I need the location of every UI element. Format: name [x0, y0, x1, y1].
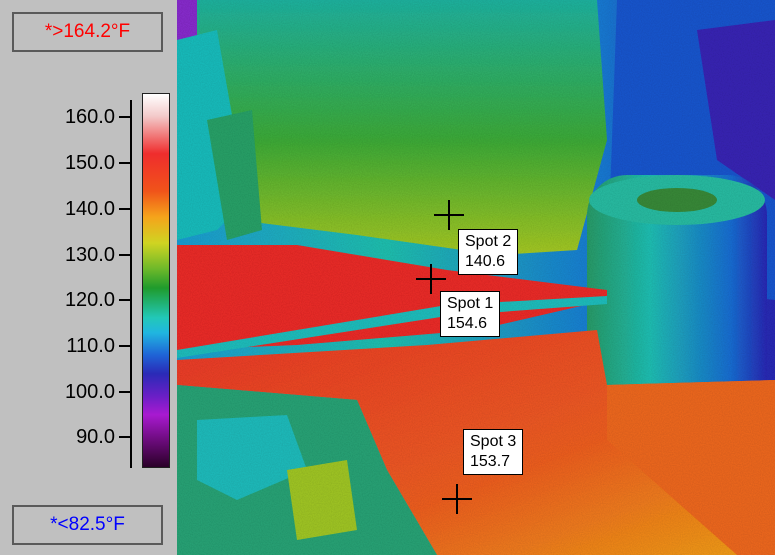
scale-tick-mark: [119, 345, 130, 347]
scale-tick-mark: [119, 116, 130, 118]
temperature-colorbar: [142, 93, 170, 468]
scale-tick-140: 140.0: [20, 197, 130, 220]
scale-tick-mark: [119, 162, 130, 164]
scale-panel: *>164.2°F 160.0 150.0 140.0 130.0 120.0 …: [0, 0, 177, 555]
scale-tick-mark: [119, 391, 130, 393]
scale-tick-label: 120.0: [64, 288, 115, 311]
scale-tick-label: 150.0: [64, 151, 115, 174]
scale-tick-100: 100.0: [20, 380, 130, 403]
spot-3-label: Spot 3 153.7: [463, 429, 524, 475]
scale-tick-mark: [119, 436, 130, 438]
max-temperature-label: *>164.2°F: [44, 21, 131, 42]
scale-tick-120: 120.0: [20, 288, 130, 311]
spot-3-value: 153.7: [470, 453, 511, 470]
thermal-image: Spot 2 140.6 Spot 1 154.6 Spot 3 153.7: [177, 0, 775, 555]
scale-axis-line: [130, 100, 132, 468]
spot-1-label: Spot 1 154.6: [440, 291, 501, 337]
scale-tick-label: 110.0: [66, 334, 115, 357]
scale-tick-label: 160.0: [64, 105, 115, 128]
spot-1-value: 154.6: [447, 315, 488, 332]
spot-2-crosshair-icon[interactable]: [434, 200, 464, 230]
scale-tick-label: 100.0: [64, 380, 115, 403]
max-temperature-box: *>164.2°F: [12, 12, 163, 52]
spot-2-value: 140.6: [465, 253, 506, 270]
min-temperature-label: *<82.5°F: [50, 514, 125, 535]
min-temperature-box: *<82.5°F: [12, 505, 163, 545]
scale-tick-130: 130.0: [20, 243, 130, 266]
spot-3-crosshair-icon[interactable]: [442, 484, 472, 514]
scale-tick-mark: [119, 208, 130, 210]
scale-tick-mark: [119, 254, 130, 256]
spot-3-name: Spot 3: [470, 433, 517, 450]
spot-2-name: Spot 2: [465, 233, 512, 250]
scale-tick-110: 110.0: [20, 334, 130, 357]
scale-tick-160: 160.0: [20, 105, 130, 128]
scale-tick-label: 90.0: [76, 425, 115, 448]
scale-tick-mark: [119, 299, 130, 301]
spot-2-label: Spot 2 140.6: [458, 229, 519, 275]
scale-tick-90: 90.0: [20, 425, 130, 448]
scale-tick-150: 150.0: [20, 151, 130, 174]
spot-1-name: Spot 1: [447, 295, 494, 312]
scale-tick-label: 130.0: [64, 243, 115, 266]
spot-1-crosshair-icon[interactable]: [416, 264, 446, 294]
scale-tick-label: 140.0: [64, 197, 115, 220]
scale-axis-group: 160.0 150.0 140.0 130.0 120.0 110.0 100.…: [0, 0, 177, 555]
